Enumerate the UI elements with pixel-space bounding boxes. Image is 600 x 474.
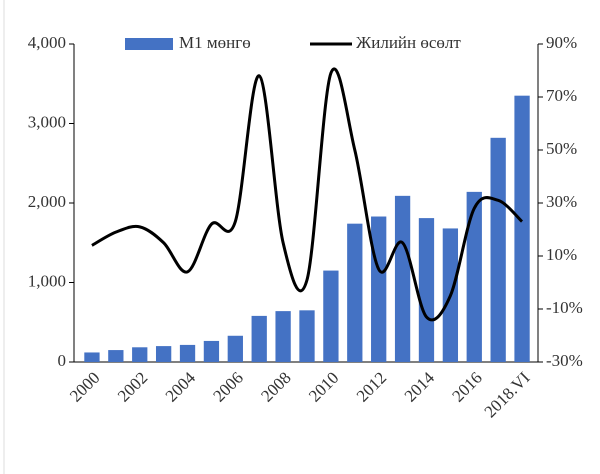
bar: [347, 223, 363, 362]
bar: [155, 346, 172, 362]
y2-tick-label: 90%: [546, 33, 577, 52]
bar: [418, 218, 435, 362]
y-tick-label: 2,000: [28, 192, 66, 211]
growth-line: [91, 67, 524, 322]
bar: [203, 340, 220, 362]
bar: [371, 216, 387, 362]
y-tick-label: 4,000: [28, 33, 66, 52]
x-tick-label: 2010: [305, 368, 342, 405]
x-tick-label: 2000: [66, 368, 103, 405]
x-tick-label: 2008: [257, 368, 294, 405]
bar: [394, 195, 411, 362]
bar: [108, 350, 124, 362]
legend-label: M1 мөнгө: [179, 33, 251, 52]
bar: [299, 310, 315, 362]
legend-swatch: [125, 38, 173, 50]
bar: [179, 344, 196, 362]
y2-tick-label: 30%: [546, 192, 577, 211]
y-tick-label: 1,000: [28, 271, 66, 290]
x-tick-label: 2004: [162, 368, 200, 406]
x-tick-label: 2006: [209, 368, 246, 405]
y-tick-label: 3,000: [28, 112, 66, 131]
y2-tick-label: 70%: [546, 86, 577, 105]
y2-tick-label: 10%: [546, 245, 577, 264]
bar: [251, 315, 267, 362]
bar: [466, 191, 482, 362]
y-tick-label: 0: [58, 351, 67, 370]
y2-tick-label: -10%: [546, 298, 583, 317]
bar: [132, 347, 148, 362]
x-tick-label: 2018.VI: [480, 368, 533, 421]
y2-tick-label: -30%: [546, 351, 583, 370]
x-tick-label: 2002: [114, 368, 151, 405]
bar: [514, 95, 530, 363]
x-tick-label: 2012: [353, 368, 390, 405]
legend-label: Жилийн өсөлт: [356, 33, 461, 52]
bar: [275, 311, 291, 362]
bar: [227, 335, 243, 362]
bar: [84, 352, 100, 362]
bar: [490, 137, 506, 362]
x-tick-label: 2014: [401, 368, 439, 406]
bar: [323, 270, 339, 362]
y2-tick-label: 50%: [546, 139, 577, 158]
x-tick-label: 2016: [448, 368, 485, 405]
